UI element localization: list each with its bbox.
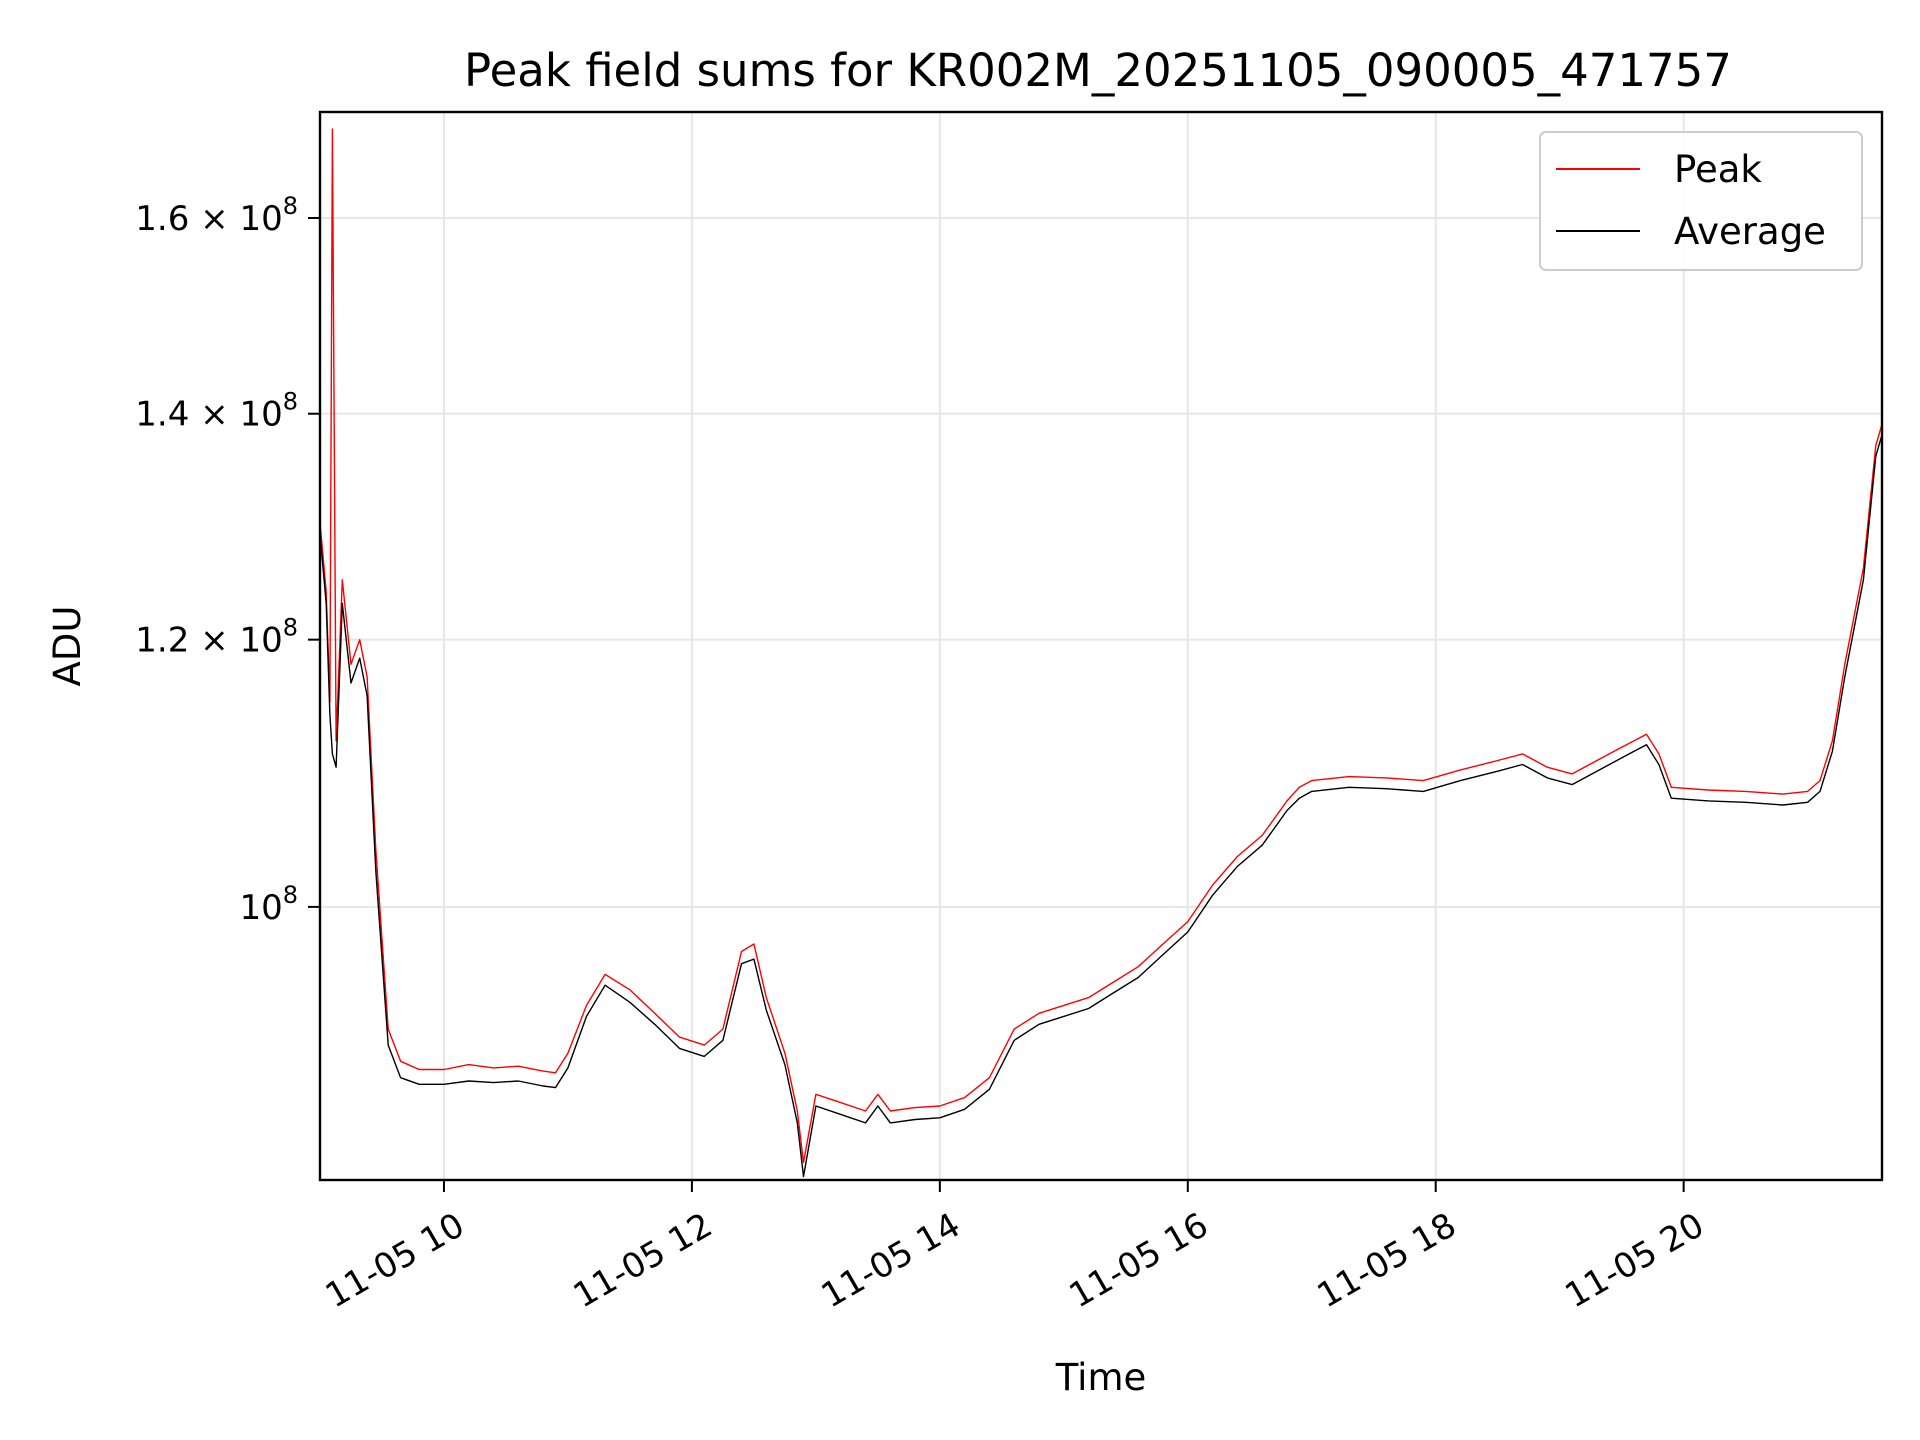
y-tick-label-2: 1.4 × 108 [135,388,298,435]
plot-series-group [320,128,1882,1178]
x-axis-label: Time [1055,1356,1147,1399]
average-series-line [320,434,1882,1178]
legend-peak-label: Peak [1674,148,1762,191]
peak-series-line [320,128,1882,1164]
plot-frame [318,110,1884,1182]
y-tick-label-3: 1.6 × 108 [135,192,298,239]
y-axis-ticks: 108 1.2 × 108 1.4 × 108 1.6 × 108 [135,192,320,928]
chart-title: Peak field sums for KR002M_20251105_0900… [464,44,1732,97]
legend-average-label: Average [1674,210,1826,253]
y-axis-label: ADU [46,606,89,687]
y-tick-label-1: 1.2 × 108 [135,614,298,661]
legend: Peak Average [1539,131,1863,271]
legend-box [1539,131,1863,271]
y-tick-label-0: 108 [239,881,298,928]
